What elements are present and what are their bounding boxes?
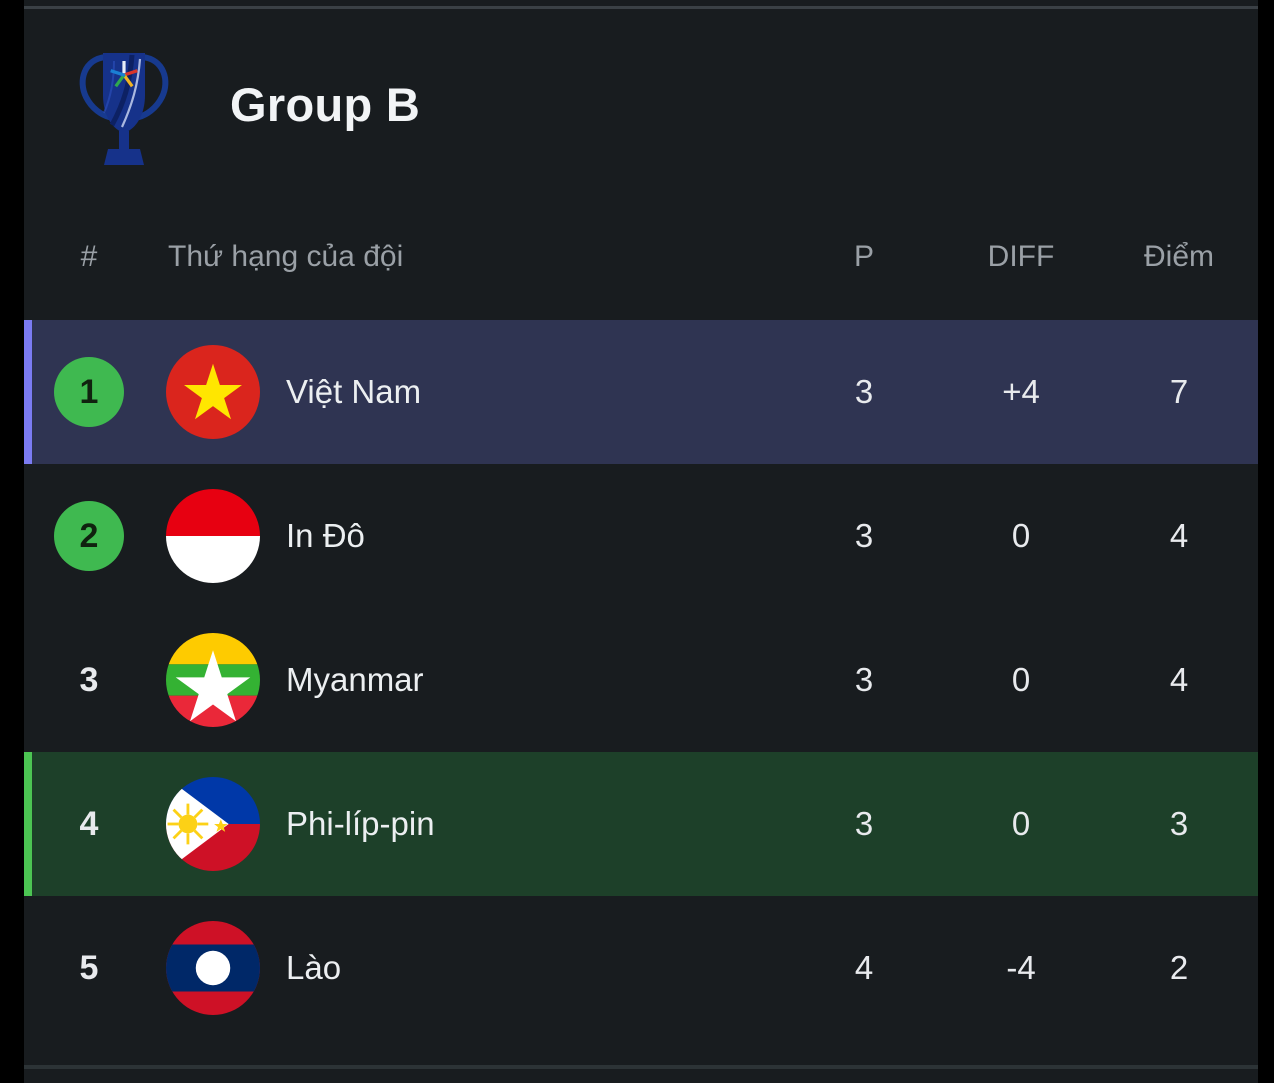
played-value: 3	[854, 805, 874, 842]
row-accent	[24, 194, 32, 320]
group-header: Group B	[24, 14, 1258, 194]
page-title: Group B	[230, 77, 421, 131]
table-row[interactable]: 1 Việt Nam 3 +4 7	[24, 320, 1258, 464]
played-value: 3	[854, 373, 874, 410]
table-row[interactable]: 2 In Đô 3 0 4	[24, 464, 1258, 608]
points-value: 3	[1169, 805, 1189, 842]
table-row[interactable]: 4	[24, 752, 1258, 896]
team-cell: In Đô	[146, 489, 786, 583]
table-row[interactable]: 3 Myanmar 3 0 4	[24, 608, 1258, 752]
points-value: 4	[1169, 661, 1189, 698]
rank-value: 3	[79, 660, 99, 699]
standings-panel: Group B # Thứ hạng của đội P DIFF Điểm 1	[24, 0, 1258, 1083]
team-cell: Lào	[146, 921, 786, 1015]
column-header-played: P	[853, 240, 874, 273]
indonesia-flag	[146, 489, 260, 583]
table-row[interactable]: 5 Lào 4 -4 2	[24, 896, 1258, 1040]
top-divider	[24, 6, 1258, 9]
column-header-team: Thứ hạng của đội	[168, 240, 404, 273]
played-value: 3	[854, 661, 874, 698]
standings-table: # Thứ hạng của đội P DIFF Điểm 1	[24, 194, 1258, 1040]
rank-cell: 4	[24, 805, 146, 844]
rank-cell: 5	[24, 949, 146, 988]
team-name: Việt Nam	[286, 373, 422, 410]
column-header-rank: #	[80, 240, 98, 273]
bottom-divider	[24, 1065, 1258, 1069]
team-name: Lào	[286, 949, 342, 986]
team-cell: Phi-líp-pin	[146, 777, 786, 871]
diff-value: -4	[1006, 949, 1036, 986]
diff-value: 0	[1011, 805, 1031, 842]
points-value: 7	[1169, 373, 1189, 410]
points-value: 4	[1169, 517, 1189, 554]
table-header-row: # Thứ hạng của đội P DIFF Điểm	[24, 194, 1258, 320]
rank-value: 4	[79, 804, 99, 843]
rank-badge: 1	[54, 357, 124, 427]
rank-badge: 2	[54, 501, 124, 571]
played-value: 3	[854, 517, 874, 554]
rank-value: 5	[79, 948, 99, 987]
team-name: Phi-líp-pin	[286, 805, 435, 842]
team-name: Myanmar	[286, 661, 424, 698]
diff-value: 0	[1011, 517, 1031, 554]
vietnam-flag	[146, 345, 260, 439]
column-header-points: Điểm	[1143, 240, 1214, 273]
row-accent	[24, 608, 32, 752]
column-header-diff: DIFF	[987, 240, 1055, 273]
row-accent	[24, 896, 32, 1040]
diff-value: +4	[1002, 373, 1040, 410]
myanmar-flag	[146, 633, 260, 727]
team-cell: Myanmar	[146, 633, 786, 727]
trophy-icon	[76, 39, 172, 169]
team-cell: Việt Nam	[146, 345, 786, 439]
played-value: 4	[854, 949, 874, 986]
points-value: 2	[1169, 949, 1189, 986]
rank-cell: 2	[24, 501, 146, 571]
rank-cell: 3	[24, 661, 146, 700]
team-name: In Đô	[286, 517, 365, 554]
row-accent	[24, 464, 32, 608]
laos-flag	[146, 921, 260, 1015]
philippines-flag	[146, 777, 260, 871]
row-accent-qualified	[24, 320, 32, 464]
row-accent-playoff	[24, 752, 32, 896]
rank-cell: 1	[24, 357, 146, 427]
diff-value: 0	[1011, 661, 1031, 698]
